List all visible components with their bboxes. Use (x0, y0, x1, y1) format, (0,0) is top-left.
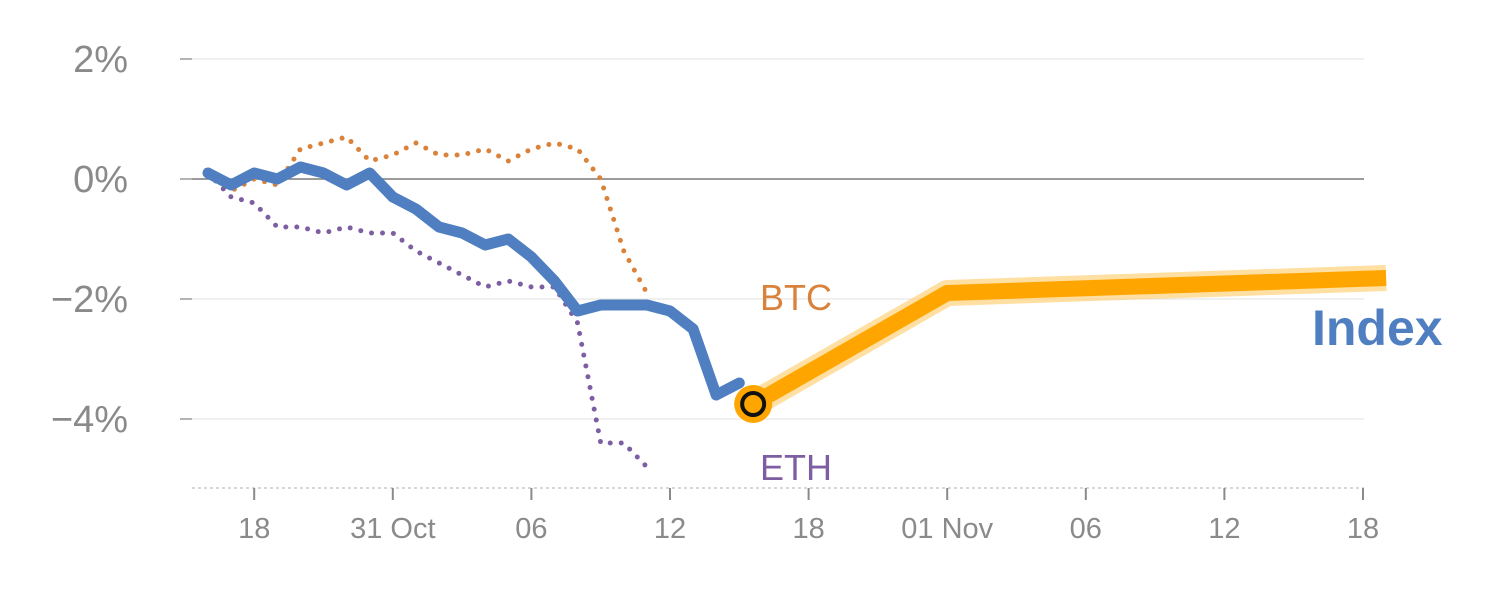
grid-lines (192, 58, 1364, 420)
series-lines (202, 134, 745, 470)
x-tick-label: 18 (792, 513, 824, 545)
x-tick-label: 18 (1347, 513, 1379, 545)
marker-dot (740, 391, 767, 417)
x-tick-label: 06 (1070, 513, 1102, 545)
x-tick-label: 12 (1208, 513, 1240, 545)
y-axis-ticks: 2% 0% −2% −4% (51, 39, 192, 441)
x-tick-label: 31 Oct (350, 513, 435, 545)
series-label-index: Index (1312, 300, 1443, 356)
y-tick-label: 0% (73, 159, 128, 201)
x-axis-ticks: 18 31 Oct 06 12 18 01 Nov 06 12 18 (238, 488, 1379, 545)
x-tick-label: 06 (515, 513, 547, 545)
forecast-band (746, 265, 1387, 416)
x-tick-label: 18 (238, 513, 270, 545)
y-tick-label: 2% (73, 39, 128, 81)
forecast-band-line (749, 270, 1387, 411)
series-label-btc: BTC (760, 277, 832, 318)
y-tick-label: −2% (51, 279, 128, 321)
series-line-eth (205, 170, 650, 470)
series-label-eth: ETH (760, 447, 832, 488)
x-tick-label: 01 Nov (901, 513, 993, 545)
current-point-marker (734, 385, 773, 423)
series-line-index (202, 161, 745, 401)
y-tick-label: −4% (51, 399, 128, 441)
x-tick-label: 12 (654, 513, 686, 545)
